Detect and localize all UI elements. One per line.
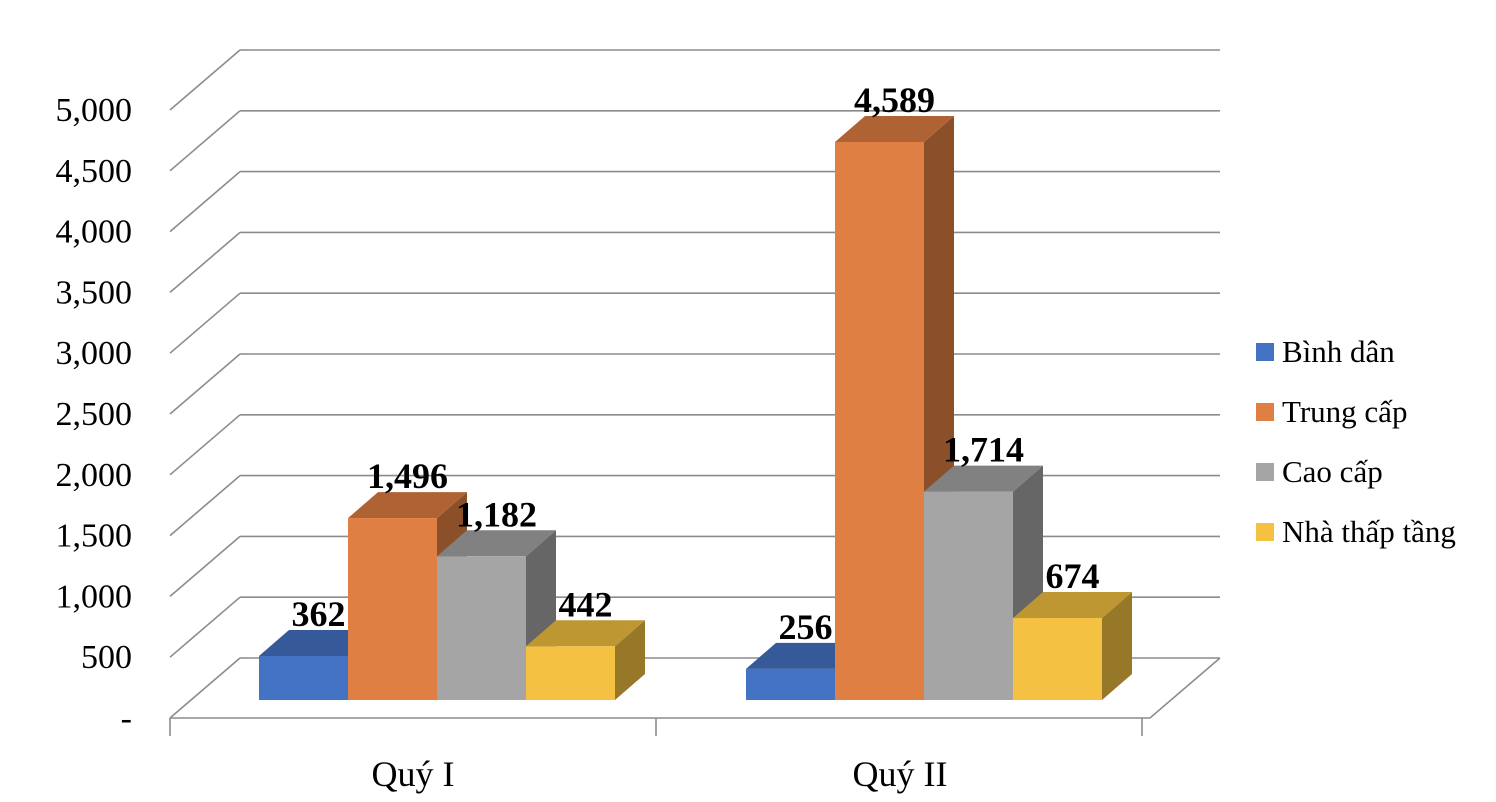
legend-swatch [1256, 523, 1274, 541]
bar-top [835, 115, 954, 142]
bar [348, 518, 437, 700]
x-category-label: Quý I [372, 754, 455, 794]
legend-item-cao-cap: Cao cấp [1256, 442, 1456, 502]
y-tick-label: 5,000 [56, 92, 133, 129]
legend-item-binh-dan: Bình dân [1256, 322, 1456, 382]
y-tick-label: 1,000 [56, 578, 133, 615]
x-axis-categories: Quý I Quý II [372, 754, 948, 794]
legend-swatch [1256, 403, 1274, 421]
floor-edge [170, 657, 1221, 719]
gridline-diagonal [169, 292, 241, 354]
y-tick-label: 2,000 [56, 457, 133, 494]
legend-label: Nhà thấp tầng [1282, 514, 1456, 549]
gridline-diagonal [169, 353, 241, 415]
data-label: 674 [1046, 556, 1100, 596]
bar [924, 491, 1013, 700]
gridline-diagonal [169, 231, 241, 294]
y-tick-label: 500 [81, 639, 132, 676]
bar [1013, 618, 1102, 700]
data-label: 1,182 [456, 494, 537, 534]
y-tick-label: - [121, 700, 132, 737]
y-tick-label: 3,500 [56, 274, 133, 311]
legend-label: Bình dân [1282, 334, 1395, 369]
gridline-diagonal [169, 110, 241, 172]
data-label: 256 [779, 607, 833, 647]
x-category-label: Quý II [853, 754, 948, 794]
y-tick-label: 2,500 [56, 396, 133, 433]
bar-top [437, 530, 556, 557]
bar-side [615, 620, 645, 700]
legend-swatch [1256, 463, 1274, 481]
gridline-diagonal [169, 535, 241, 598]
bar-top [1013, 592, 1132, 619]
data-label: 1,496 [367, 456, 448, 496]
y-axis-ticks: - 500 1,000 1,500 2,000 2,500 3,000 3,500 4,000 4… [56, 92, 133, 737]
legend-item-nha-thap-tang: Nhà thấp tầng [1256, 502, 1456, 562]
bar [437, 556, 526, 700]
y-tick-label: 4,000 [56, 214, 133, 251]
gridline-diagonal [169, 414, 241, 476]
bar-top [924, 465, 1043, 492]
bar [259, 655, 348, 700]
gridline-diagonal [169, 49, 241, 111]
bar [526, 646, 615, 700]
gridline-diagonal [169, 170, 241, 233]
legend-swatch [1256, 343, 1274, 361]
legend-label: Trung cấp [1282, 394, 1408, 429]
data-label: 4,589 [854, 80, 935, 120]
y-tick-label: 1,500 [56, 518, 133, 555]
y-tick-label: 4,500 [56, 153, 133, 190]
y-tick-label: 3,000 [56, 335, 133, 372]
gridline-diagonal [169, 657, 241, 719]
legend-item-trung-cap: Trung cấp [1256, 382, 1456, 442]
data-label: 362 [292, 594, 346, 634]
legend: Bình dân Trung cấp Cao cấp Nhà thấp tầng [1256, 322, 1456, 562]
bar-top [526, 620, 645, 647]
bar [835, 141, 924, 700]
bar [746, 668, 835, 700]
bar-top [348, 492, 467, 519]
data-label: 1,714 [943, 430, 1024, 470]
gridline-diagonal [169, 474, 241, 537]
legend-label: Cao cấp [1282, 454, 1383, 489]
bar-side [1102, 592, 1132, 700]
gridline-diagonal [169, 596, 241, 658]
bars [259, 115, 1132, 700]
data-label: 442 [559, 584, 613, 624]
